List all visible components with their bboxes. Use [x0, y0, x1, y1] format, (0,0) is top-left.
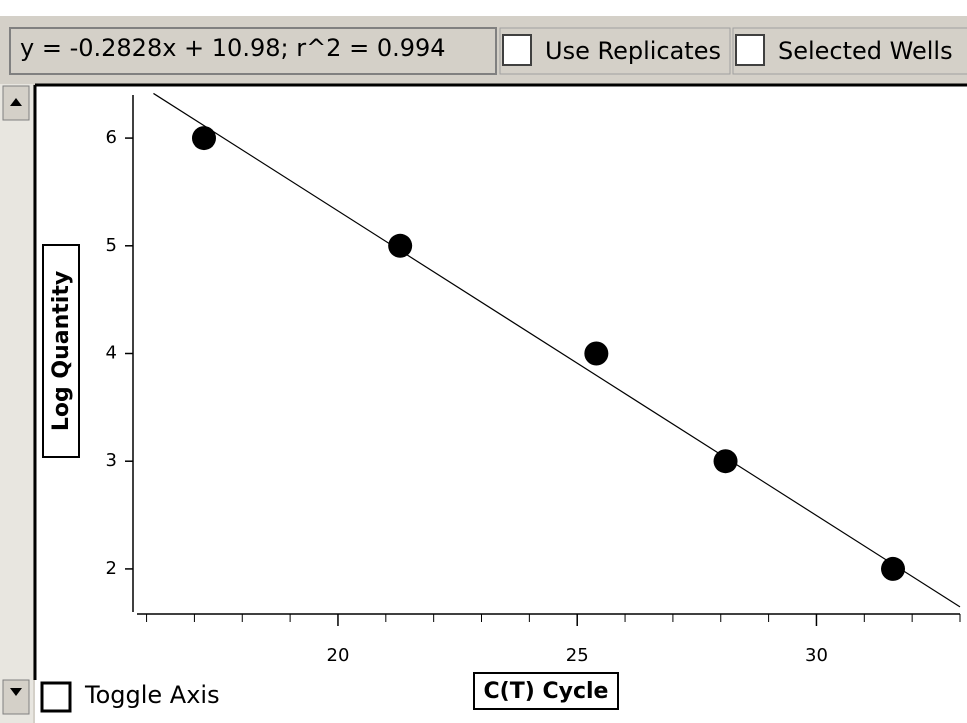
x-tick-label: 30: [805, 645, 828, 666]
y-tick-label: 3: [106, 450, 117, 471]
x-tick-label: 25: [566, 645, 589, 666]
wells-group: [732, 27, 967, 75]
equation: y = -0.2828x + 10.98; r^2 = 0.994: [20, 34, 446, 62]
scroll-down[interactable]: [2, 679, 30, 715]
replicates-group: [499, 27, 731, 75]
scrollbar[interactable]: [0, 84, 33, 723]
data-point: [388, 233, 413, 258]
checkbox[interactable]: [40, 681, 72, 713]
equation-field: [9, 27, 497, 75]
plot-area: [35, 85, 967, 680]
y-label-box: [42, 244, 80, 458]
y-tick-label: 4: [106, 343, 117, 364]
x-label-box: [473, 672, 619, 710]
toolbar-top: [0, 0, 967, 16]
data-point: [584, 341, 609, 366]
checkbox[interactable]: [502, 34, 532, 66]
x-tick-label: 20: [327, 645, 350, 666]
checkbox-label[interactable]: Selected Wells: [778, 37, 953, 65]
y-axis-label: Log Quantity: [49, 271, 74, 431]
y-tick-label: 2: [106, 558, 117, 579]
checkbox-label[interactable]: Use Replicates: [545, 37, 721, 65]
y-tick-label: 6: [106, 127, 117, 148]
data-point: [713, 449, 738, 474]
y-tick-label: 5: [106, 235, 117, 256]
fit-line: [153, 92, 961, 608]
arrow-up: [10, 98, 22, 106]
data-point: [881, 556, 906, 581]
data-point: [191, 126, 216, 151]
arrow-down: [10, 688, 22, 696]
checkbox-label[interactable]: Toggle Axis: [84, 681, 220, 709]
checkbox[interactable]: [735, 34, 765, 66]
x-axis-label: C(T) Cycle: [484, 679, 609, 704]
